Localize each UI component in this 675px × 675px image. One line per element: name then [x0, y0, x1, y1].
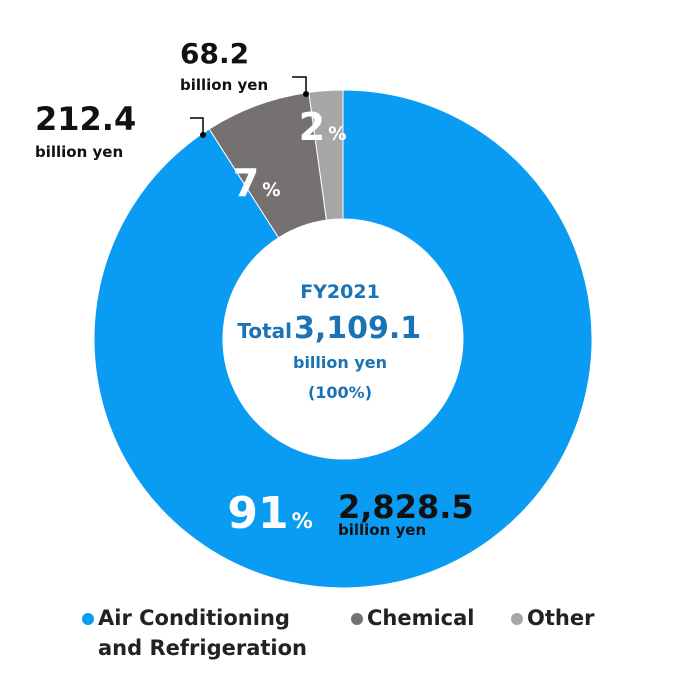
- leader-dot: [303, 91, 309, 97]
- value-unit: billion yen: [338, 521, 426, 539]
- value-label: 212.4: [35, 100, 136, 138]
- percent-sign: %: [292, 508, 313, 533]
- value-unit: billion yen: [180, 76, 268, 94]
- value-label: 68.2: [180, 37, 249, 70]
- percent-label: 7: [233, 161, 259, 205]
- legend-marker: [511, 613, 523, 625]
- center-unit: billion yen: [293, 353, 387, 372]
- leader-line: [292, 76, 307, 92]
- value-unit: billion yen: [35, 143, 123, 161]
- legend-item: Air Conditioning and Refrigeration: [82, 603, 328, 663]
- leader-dot: [200, 132, 206, 138]
- slice: [93, 89, 593, 589]
- leader-line: [190, 117, 204, 133]
- percent-label: 91: [227, 488, 288, 539]
- value-label: 2,828.5: [338, 488, 474, 526]
- center-total-label: Total: [237, 319, 292, 343]
- slice: [308, 89, 344, 221]
- slices: [93, 89, 593, 589]
- legend-marker: [351, 613, 363, 625]
- percent-label: 2: [299, 105, 325, 149]
- center-total: 3,109.1: [294, 311, 421, 346]
- legend-label: Other: [527, 606, 595, 630]
- percent-sign: %: [328, 124, 346, 145]
- legend-item: Chemical: [351, 603, 507, 633]
- percent-sign: %: [262, 180, 280, 201]
- center-share: (100%): [308, 383, 372, 402]
- legend-label: Chemical: [367, 606, 475, 630]
- legend-marker: [82, 613, 94, 625]
- legend-item: Other: [511, 603, 627, 633]
- legend-label: Air Conditioning and Refrigeration: [98, 606, 307, 660]
- center-period: FY2021: [300, 281, 380, 303]
